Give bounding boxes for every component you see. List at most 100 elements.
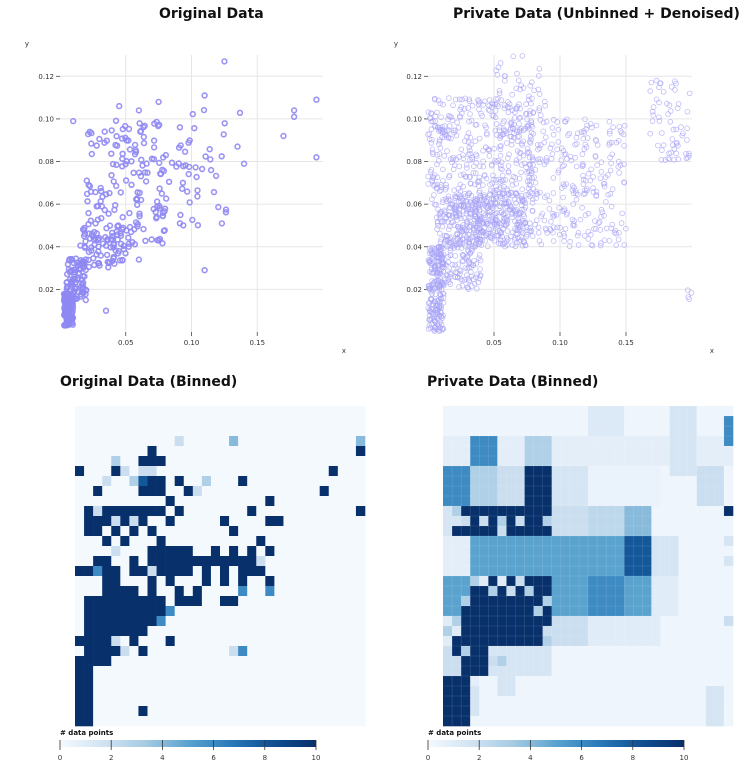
heatmap-cell: [265, 546, 275, 557]
scatter-point: [434, 282, 441, 289]
heatmap-cell: [488, 636, 498, 647]
heatmap-cell: [238, 466, 248, 477]
heatmap-cell: [93, 486, 103, 497]
heatmap-cell: [201, 476, 212, 487]
scatter-point: [621, 242, 628, 248]
heatmap-cell: [597, 426, 607, 437]
scatter-point: [440, 166, 446, 173]
scatter-point: [446, 279, 452, 285]
heatmap-cell: [624, 706, 634, 717]
scatter-point: [569, 187, 576, 194]
heatmap-cell: [256, 706, 266, 717]
scatter-point: [558, 157, 564, 164]
heatmap-cell: [138, 696, 148, 707]
heatmap-cell: [229, 586, 239, 597]
heatmap-cell: [642, 706, 652, 717]
heatmap-cell: [183, 656, 194, 667]
scatter-point: [544, 230, 550, 236]
heatmap-cell: [479, 526, 489, 537]
heatmap-cell: [84, 666, 94, 677]
scatter-point: [543, 155, 550, 161]
scatter-point: [443, 232, 450, 239]
heatmap-cell: [210, 606, 221, 617]
heatmap-cell: [310, 446, 320, 457]
heatmap-cell: [84, 566, 94, 577]
heatmap-cell: [669, 446, 679, 457]
scatter-point: [554, 224, 560, 231]
scatter-point: [150, 144, 158, 151]
heatmap-cell: [102, 716, 112, 727]
heatmap-cell: [274, 616, 284, 627]
heatmap-cell: [201, 536, 212, 547]
scatter-point: [490, 188, 497, 195]
heatmap-cell: [111, 606, 121, 617]
heatmap-cell: [606, 416, 616, 427]
heatmap-cell: [201, 596, 212, 607]
scatter-point: [84, 198, 91, 205]
heatmap-cell: [615, 576, 625, 587]
scatter-point: [436, 126, 443, 133]
scatter-point: [469, 238, 476, 245]
heatmap-cell: [578, 436, 589, 447]
heatmap-cell: [443, 576, 453, 587]
scatter-point: [621, 122, 628, 129]
heatmap-cell: [461, 516, 471, 527]
scatter-point: [670, 126, 677, 133]
heatmap-cell: [274, 476, 284, 487]
scatter-point: [536, 66, 543, 72]
scatter-point: [554, 146, 560, 153]
heatmap-cell: [488, 606, 498, 617]
scatter-point: [560, 194, 566, 201]
heatmap-cell: [165, 466, 175, 477]
heatmap-cell: [75, 616, 85, 627]
heatmap-cell: [479, 686, 489, 697]
scatter-point: [595, 220, 602, 226]
heatmap-cell: [201, 676, 212, 687]
heatmap-cell: [174, 516, 185, 527]
heatmap-cell: [156, 596, 166, 607]
scatter-point: [585, 170, 592, 177]
heatmap-cell: [147, 546, 157, 557]
heatmap-cell: [633, 656, 643, 667]
scatter-point: [448, 234, 455, 240]
scatter-point: [499, 131, 506, 138]
heatmap-cell: [479, 636, 489, 647]
heatmap-cell: [274, 626, 284, 637]
heatmap-cell: [615, 506, 625, 517]
heatmap-cell: [292, 406, 302, 417]
heatmap-cell: [292, 676, 302, 687]
heatmap-cell: [524, 566, 534, 577]
heatmap-cell: [292, 456, 302, 467]
heatmap-cell: [274, 566, 284, 577]
heatmap-cell: [723, 606, 734, 617]
heatmap-cell: [479, 696, 489, 707]
heatmap-cell: [723, 696, 734, 707]
heatmap-cell: [102, 576, 112, 587]
scatter-point: [440, 299, 447, 306]
heatmap-cell: [687, 646, 698, 657]
heatmap-cell: [238, 546, 248, 557]
heatmap-cell: [283, 666, 293, 677]
scatter-point: [590, 189, 597, 195]
heatmap-cell: [714, 426, 725, 437]
heatmap-cell: [624, 596, 634, 607]
scatter-point: [87, 217, 95, 224]
heatmap-cell: [533, 486, 543, 497]
scatter-point: [497, 193, 503, 200]
scatter-point: [471, 225, 477, 232]
orig-binned-title: Original Data (Binned): [60, 374, 238, 390]
heatmap-cell: [723, 426, 734, 437]
scatter-point: [501, 118, 507, 124]
heatmap-cell: [84, 476, 94, 487]
heatmap-cell: [606, 486, 616, 497]
heatmap-cell: [588, 496, 598, 507]
scatter-point: [97, 198, 104, 205]
heatmap-cell: [479, 596, 489, 607]
scatter-point: [437, 298, 443, 305]
heatmap-cell: [111, 706, 121, 717]
heatmap-cell: [292, 526, 302, 537]
heatmap-cell: [542, 626, 553, 637]
scatter-point: [439, 199, 446, 206]
heatmap-cell: [147, 616, 157, 627]
heatmap-cell: [542, 656, 553, 667]
